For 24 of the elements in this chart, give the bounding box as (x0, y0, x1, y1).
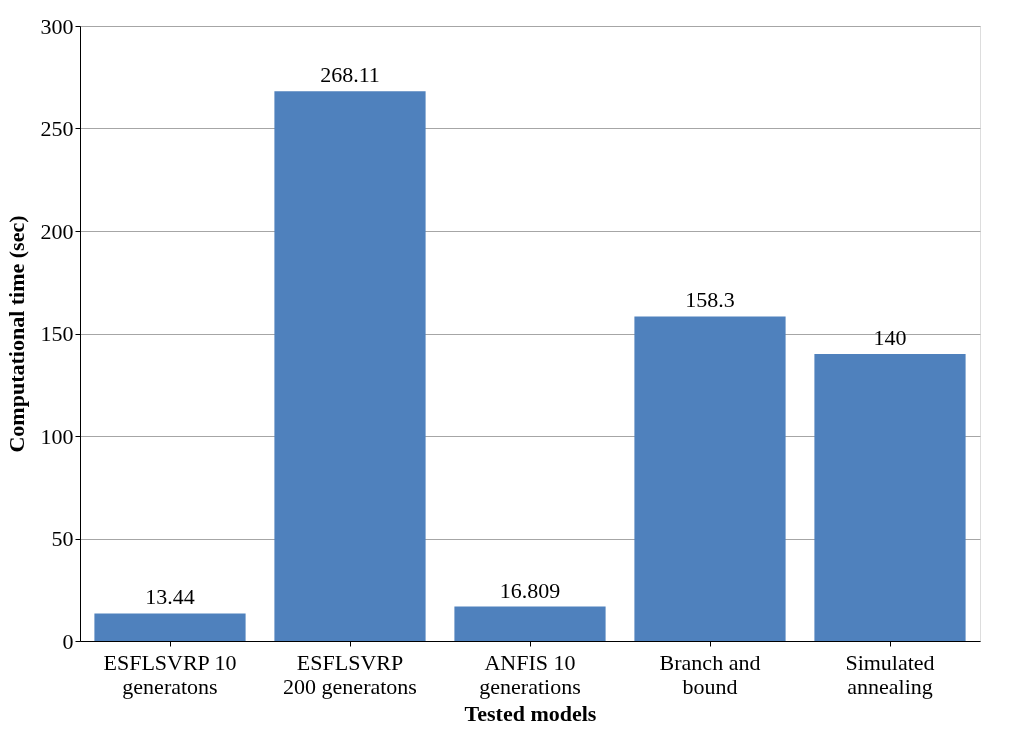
y-tick-label: 300 (40, 13, 74, 39)
y-tick-label: 150 (40, 321, 74, 346)
y-axis-title: Computational time (sec) (3, 215, 29, 453)
y-tick-label: 250 (40, 116, 74, 141)
data-label: 13.44 (145, 584, 195, 610)
bar (274, 91, 426, 641)
data-label: 16.809 (499, 577, 561, 603)
y-tick-label: 50 (51, 526, 74, 551)
bar (634, 316, 786, 641)
x-tick-label: Branch and bound (659, 649, 761, 699)
x-tick-label: Simulated annealing (845, 649, 935, 699)
x-tick-label: ESFLSVRP 200 generatons (283, 649, 417, 699)
y-tick-label: 200 (40, 218, 74, 244)
data-label: 268.11 (320, 62, 380, 88)
data-label: 158.3 (685, 287, 735, 313)
x-tick-label: ESFLSVRP 10 generatons (103, 649, 237, 699)
bar (454, 606, 606, 641)
x-axis-title: Tested models (464, 700, 597, 726)
bar (94, 613, 246, 641)
y-tick-label: 0 (62, 628, 74, 654)
y-tick-label: 100 (40, 423, 74, 449)
x-tick-label: ANFIS 10 generations (479, 649, 581, 699)
data-label: 140 (873, 325, 907, 350)
bar (814, 354, 966, 641)
